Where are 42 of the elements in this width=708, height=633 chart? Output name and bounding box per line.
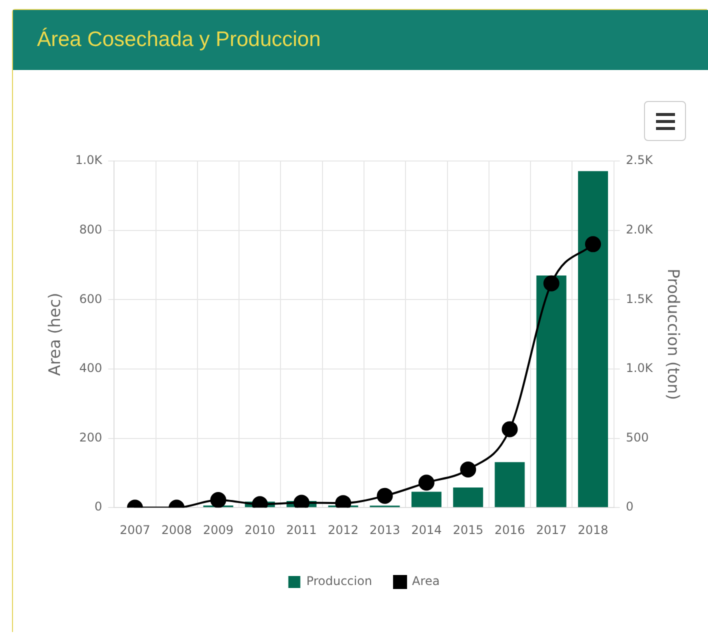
y2-tick-label: 1.5K [626, 292, 654, 306]
legend-label: Area [412, 574, 440, 588]
x-tick-label: 2014 [411, 522, 442, 537]
y-tick-label: 0 [94, 500, 102, 514]
y2-tick-label: 2.5K [626, 153, 654, 168]
y-tick-label: 400 [79, 361, 102, 376]
x-tick-label: 2017 [536, 522, 567, 537]
x-tick-label: 2016 [494, 522, 526, 537]
y-tick-label: 600 [79, 292, 102, 306]
x-tick-label: 2010 [244, 522, 276, 537]
y-tick-label: 200 [79, 430, 102, 444]
point [376, 488, 393, 504]
x-tick-label: 2011 [286, 522, 317, 537]
point [418, 474, 434, 491]
y-tick-label: 800 [79, 222, 102, 236]
point [543, 275, 560, 292]
y-tick-label: 1.0K [75, 153, 104, 168]
bar [536, 276, 566, 508]
point [210, 492, 226, 508]
y2-tick-label: 2.0K [626, 222, 654, 236]
bar [453, 487, 484, 508]
bar [578, 171, 608, 508]
x-tick-label: 2008 [161, 522, 192, 537]
point [460, 461, 476, 478]
x-tick-label: 2007 [120, 522, 150, 537]
x-tick-label: 2009 [202, 522, 234, 537]
y2-tick-label: 500 [626, 430, 649, 444]
point [585, 236, 602, 252]
y2-tick-label: 0 [626, 500, 634, 514]
chart-title: Área Cosechada y Produccion [37, 28, 321, 52]
x-tick-label: 2015 [452, 522, 484, 537]
y-axis-title: Area (hec) [44, 292, 64, 376]
x-tick-label: 2013 [370, 522, 400, 537]
x-tick-label: 2012 [328, 522, 358, 537]
y2-tick-label: 1.0K [626, 361, 654, 376]
bar [494, 462, 525, 508]
x-tick-label: 2018 [578, 522, 608, 537]
legend-label: Produccion [306, 574, 372, 588]
point [502, 421, 518, 438]
point [294, 494, 310, 508]
y2-axis-title: Produccion (ton) [664, 268, 684, 400]
bar [411, 492, 442, 508]
